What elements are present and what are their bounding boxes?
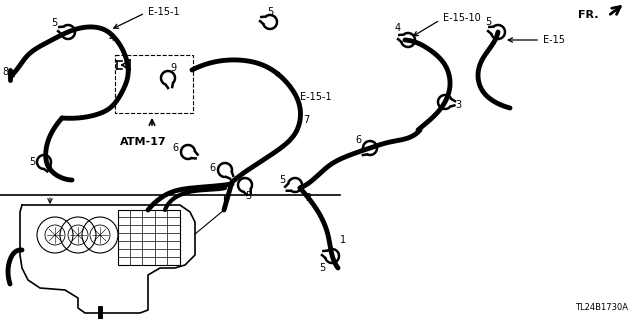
Text: 4: 4 [395, 23, 401, 33]
Text: ATM-17: ATM-17 [120, 137, 166, 147]
Text: 5: 5 [245, 191, 251, 201]
Text: 5: 5 [29, 157, 35, 167]
Text: 6: 6 [172, 143, 178, 153]
Text: 5: 5 [319, 263, 325, 273]
Text: 8: 8 [2, 67, 8, 77]
Text: 6: 6 [355, 135, 361, 145]
Bar [118, 210, 180, 265]
Text: 4: 4 [109, 33, 115, 43]
Text: 2: 2 [305, 193, 311, 203]
Text: 5: 5 [279, 175, 285, 185]
Text: 9: 9 [170, 63, 176, 73]
Text: TL24B1730A: TL24B1730A [575, 303, 628, 312]
Text: 5: 5 [267, 7, 273, 17]
Text: 5: 5 [485, 17, 491, 27]
Bar [115, 55, 193, 113]
Text: 3: 3 [455, 100, 461, 110]
Text: FR.: FR. [578, 10, 598, 20]
Text: E-15-1: E-15-1 [300, 92, 332, 102]
Text: E-15-1: E-15-1 [148, 7, 180, 17]
Text: E-15: E-15 [543, 35, 565, 45]
Text: 6: 6 [209, 163, 215, 173]
Text: 7: 7 [303, 115, 309, 125]
Text: 5: 5 [51, 18, 57, 28]
Text: 1: 1 [340, 235, 346, 245]
Text: E-15-10: E-15-10 [443, 13, 481, 23]
